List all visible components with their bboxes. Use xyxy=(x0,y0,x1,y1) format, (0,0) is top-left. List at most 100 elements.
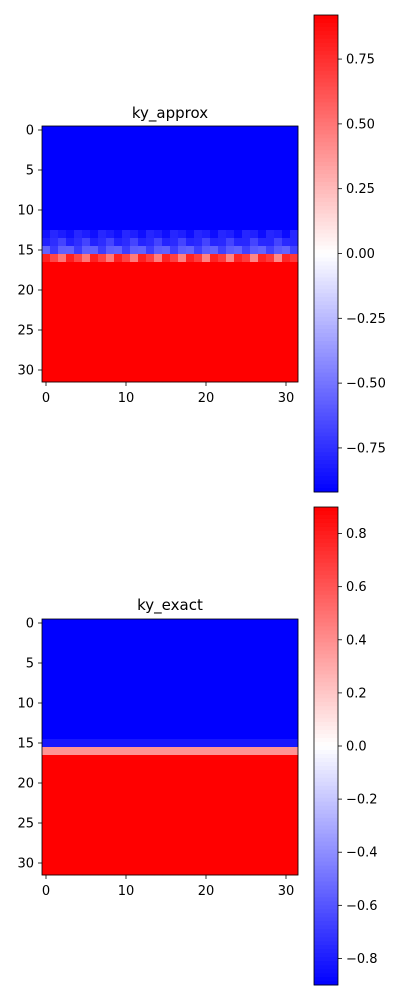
heatmap-cell xyxy=(274,819,283,828)
heatmap-cell xyxy=(274,238,283,247)
heatmap-cell xyxy=(258,150,267,159)
heatmap-cell xyxy=(290,262,299,271)
heatmap-cell xyxy=(138,715,147,724)
heatmap-cell xyxy=(82,302,91,311)
heatmap-cell xyxy=(282,302,291,311)
heatmap-cell xyxy=(170,659,179,668)
heatmap-cell xyxy=(258,158,267,167)
colorbar-segment xyxy=(314,130,338,135)
heatmap-cell xyxy=(130,310,139,319)
heatmap-cell xyxy=(202,811,211,820)
heatmap-cell xyxy=(170,739,179,748)
colorbar-tick-label: 0.0 xyxy=(346,740,367,755)
heatmap-cell xyxy=(258,262,267,271)
heatmap-cell xyxy=(282,731,291,740)
heatmap-cell xyxy=(178,142,187,151)
heatmap-cell xyxy=(250,174,259,183)
heatmap-cell xyxy=(162,683,171,692)
colorbar-segment xyxy=(314,396,338,401)
colorbar-tick-label: −0.25 xyxy=(346,312,386,327)
heatmap-cell xyxy=(218,366,227,375)
heatmap-cell xyxy=(66,667,75,676)
heatmap-cell xyxy=(130,723,139,732)
heatmap-cell xyxy=(226,166,235,175)
heatmap-cell xyxy=(266,667,275,676)
heatmap-cell xyxy=(274,795,283,804)
colorbar-segment xyxy=(314,189,338,195)
colorbar-segment xyxy=(314,106,338,111)
heatmap-cell xyxy=(282,715,291,724)
heatmap-cell xyxy=(282,651,291,660)
heatmap-cell xyxy=(242,795,251,804)
heatmap-cell xyxy=(66,206,75,215)
heatmap-cell xyxy=(290,358,299,367)
heatmap-cell xyxy=(90,238,99,247)
heatmap-cell xyxy=(130,843,139,852)
heatmap-cell xyxy=(66,803,75,812)
heatmap-cell xyxy=(202,843,211,852)
colorbar-segment xyxy=(314,965,338,970)
heatmap-cell xyxy=(226,739,235,748)
colorbar-segment xyxy=(314,460,338,465)
heatmap-cell xyxy=(114,294,123,303)
heatmap-cell xyxy=(130,787,139,796)
heatmap-cell xyxy=(178,859,187,868)
heatmap-cell xyxy=(162,374,171,383)
heatmap-cell xyxy=(290,763,299,772)
heatmap-cell xyxy=(90,707,99,716)
colorbar-segment xyxy=(314,281,338,286)
heatmap-cell xyxy=(226,230,235,239)
heatmap-cell xyxy=(42,851,51,860)
heatmap-cell xyxy=(282,779,291,788)
heatmap-cell xyxy=(106,334,115,343)
heatmap-cell xyxy=(250,755,259,764)
heatmap-cell xyxy=(58,174,67,183)
heatmap-cell xyxy=(130,819,139,828)
heatmap-cell xyxy=(42,374,51,383)
heatmap-cell xyxy=(202,779,211,788)
heatmap-cell xyxy=(58,675,67,684)
heatmap-cell xyxy=(202,126,211,135)
heatmap-cell xyxy=(194,819,203,828)
heatmap-cell xyxy=(186,771,195,780)
colorbar-segment xyxy=(314,162,338,167)
heatmap-cell xyxy=(194,374,203,383)
heatmap-cell xyxy=(186,739,195,748)
heatmap-cell xyxy=(122,350,131,359)
heatmap-cell xyxy=(258,843,267,852)
heatmap-cell xyxy=(98,659,107,668)
heatmap-cell xyxy=(90,318,99,327)
heatmap-cell xyxy=(66,779,75,788)
heatmap-cell xyxy=(266,190,275,199)
heatmap-cell xyxy=(194,731,203,740)
heatmap-cell xyxy=(98,158,107,167)
ky-exact-panel: ky_exact 0 10 20 30051015202530−0.8−0.6−0.4… xyxy=(17,506,378,986)
colorbar-segment xyxy=(314,253,338,258)
heatmap-cell xyxy=(122,222,131,231)
heatmap-cell xyxy=(130,659,139,668)
heatmap-cell xyxy=(74,254,83,263)
heatmap-cell xyxy=(170,174,179,183)
heatmap-cell xyxy=(58,851,67,860)
heatmap-cell xyxy=(74,374,83,383)
heatmap-cell xyxy=(66,635,75,644)
heatmap-cell xyxy=(138,643,147,652)
heatmap-cell xyxy=(114,198,123,207)
heatmap-cell xyxy=(90,182,99,191)
heatmap-cell xyxy=(58,302,67,311)
heatmap-cell xyxy=(130,158,139,167)
heatmap-cell xyxy=(266,683,275,692)
heatmap-cell xyxy=(178,747,187,756)
heatmap-cell xyxy=(250,795,259,804)
colorbar-segment xyxy=(314,905,338,910)
heatmap-cell xyxy=(130,126,139,135)
heatmap-cell xyxy=(282,166,291,175)
heatmap-cell xyxy=(258,787,267,796)
heatmap-cell xyxy=(186,270,195,279)
heatmap-cell xyxy=(98,134,107,143)
heatmap-cell xyxy=(210,374,219,383)
heatmap-cell xyxy=(290,627,299,636)
heatmap-cell xyxy=(226,755,235,764)
heatmap-cell xyxy=(154,158,163,167)
heatmap-cell xyxy=(130,707,139,716)
